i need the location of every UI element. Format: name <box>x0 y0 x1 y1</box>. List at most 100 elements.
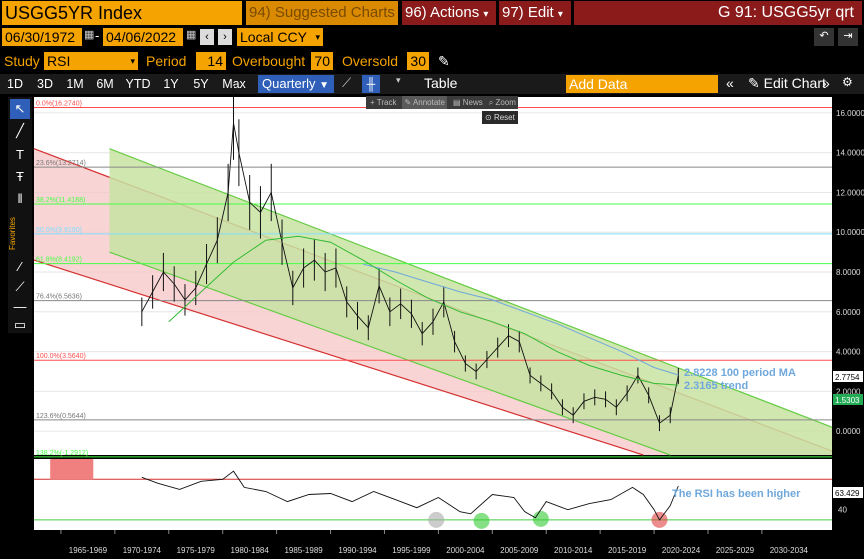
settings-icon[interactable]: ⚙ <box>842 75 853 89</box>
channel-icon[interactable]: ⁄ <box>18 259 22 274</box>
red-channel-lower <box>33 259 644 456</box>
overbought-input[interactable]: 70 <box>311 52 333 70</box>
next-arrow-icon[interactable]: › <box>218 29 232 45</box>
period-input[interactable]: 14 <box>196 52 226 70</box>
zoom-label: Zoom <box>495 98 516 107</box>
suggested-charts-button[interactable]: 94) Suggested Charts <box>246 1 398 25</box>
news-button[interactable]: ▤ News <box>452 98 483 107</box>
track-button[interactable]: + Track <box>370 98 397 107</box>
undo-icon[interactable]: ↶ <box>814 28 834 46</box>
text-tool-icon[interactable]: T <box>16 147 24 162</box>
x-tick-label: 2005-2009 <box>500 546 539 555</box>
end-date-input[interactable]: 04/06/2022 <box>103 28 183 46</box>
bar-chart-icon[interactable]: ╫ <box>362 75 380 93</box>
oversold-input[interactable]: 30 <box>407 52 429 70</box>
rsi-overbought-zone <box>50 459 94 480</box>
rsi-low-marker <box>532 510 549 527</box>
draw-line-icon[interactable]: ╱ <box>16 123 24 138</box>
zoom-button[interactable]: ⌕ Zoom <box>488 98 516 107</box>
green-channel-fill <box>109 148 832 455</box>
price-series-line <box>141 122 679 424</box>
line-chart-icon[interactable]: ⟋ <box>342 75 352 90</box>
actions-menu[interactable]: 96) Actions ▾ <box>402 1 496 25</box>
study-select[interactable]: RSI ▾ <box>44 52 138 70</box>
rsi-tick-label: 40 <box>838 506 847 515</box>
caret-down-icon[interactable]: ▾ <box>396 75 401 85</box>
x-tick-label: 2015-2019 <box>608 546 647 555</box>
x-tick-label: 1975-1979 <box>177 546 216 555</box>
add-data-input[interactable]: Add Data <box>566 75 718 93</box>
price-tick-label: 14.0000 <box>836 149 864 158</box>
fib-level-label: 123.6%(0.5644) <box>36 413 86 420</box>
reset-button[interactable]: ⊙ Reset <box>482 111 518 124</box>
collapse-icon[interactable]: « <box>726 75 734 91</box>
period-button-1m[interactable]: 1M <box>66 77 84 91</box>
price-tick-label: 2.0000 <box>836 387 861 396</box>
news-label: News <box>462 98 483 107</box>
trend-last-label: 1.5303 <box>835 396 860 405</box>
period-row: 1D 3D 1M 6M YTD 1Y 5Y Max Quarterly ▼ ⟋ ╫ ▾ Tab… <box>0 74 864 94</box>
start-date-input[interactable]: 06/30/1972 <box>2 28 82 46</box>
calendar-icon[interactable]: ▦ <box>84 29 95 41</box>
actions-label: 96) Actions <box>405 4 480 21</box>
date-separator: - <box>95 28 100 43</box>
period-button-1y[interactable]: 1Y <box>163 77 179 91</box>
x-tick-label: 2010-2014 <box>554 546 593 555</box>
date-row: 06/30/1972 ▦ - 04/06/2022 ▦ ‹ › Local CC… <box>0 28 864 46</box>
fib-level-label: 23.6%(13.2714) <box>36 160 86 167</box>
period-button-ytd[interactable]: YTD <box>125 77 151 91</box>
rsi-annotation: The RSI has been higher <box>672 488 801 500</box>
reset-label: Reset <box>493 113 515 122</box>
period-button-max[interactable]: Max <box>222 77 246 91</box>
fib-level-label: 100.0%(3.5640) <box>36 353 86 360</box>
fib-level-label: 38.2%(11.4188) <box>36 197 85 204</box>
currency-select[interactable]: Local CCY ▾ <box>237 28 323 46</box>
annotate-label: Annotate <box>412 98 445 107</box>
text-marker-icon[interactable]: Ŧ <box>16 169 24 184</box>
trend-annotation: 2.3165 trend <box>684 380 748 392</box>
fib-level-label: 76.4%(6.5636) <box>36 294 82 301</box>
rsi-value-box <box>833 487 863 498</box>
period-button-1d[interactable]: 1D <box>7 77 23 91</box>
rsi-value-label: 63.429 <box>835 489 860 498</box>
horizontal-line-icon[interactable]: — <box>13 299 27 314</box>
fib-level-label: 61.8%(8.4192) <box>36 257 82 264</box>
price-tick-label: 8.0000 <box>836 268 861 277</box>
ray-icon[interactable]: ⟋ <box>15 279 25 294</box>
x-tick-label: 2025-2029 <box>716 546 755 555</box>
prev-arrow-icon[interactable]: ‹ <box>200 29 214 45</box>
fib-level-label: 50.0%(9.9190) <box>36 227 82 234</box>
frequency-select[interactable]: Quarterly ▼ <box>258 75 334 93</box>
currency-label: Local CCY <box>240 29 307 45</box>
rectangle-icon[interactable]: ▭ <box>13 317 27 332</box>
fib-tool-icon[interactable]: ‖ <box>17 191 23 206</box>
price-last-label: 2.7754 <box>835 373 860 382</box>
caret-down-icon: ▼ <box>319 80 329 91</box>
redo-icon[interactable]: ⇥ <box>838 28 858 46</box>
expand-icon[interactable]: » <box>822 75 830 91</box>
overbought-label: Overbought <box>232 53 306 69</box>
annotate-button[interactable]: ✎ Annotate <box>402 96 447 109</box>
edit-menu[interactable]: 97) Edit ▾ <box>499 1 571 25</box>
pencil-icon[interactable]: ✎ <box>438 52 450 69</box>
favorites-tab[interactable]: Favorites <box>8 217 17 251</box>
trend-label-box <box>833 394 863 405</box>
trend-series-line <box>168 235 679 386</box>
overlay-toolbar: + Track ✎ Annotate ▤ News ⌕ Zoom <box>366 96 518 109</box>
edit-chart-button[interactable]: ✎ Edit Chart <box>748 75 826 91</box>
period-button-5y[interactable]: 5Y <box>193 77 209 91</box>
table-button[interactable]: Table <box>424 75 458 91</box>
price-tick-label: 12.0000 <box>836 188 864 197</box>
period-button-6m[interactable]: 6M <box>96 77 114 91</box>
pointer-icon[interactable]: ↖ <box>10 99 30 119</box>
calendar-icon[interactable]: ▦ <box>186 29 197 41</box>
fib-level-label: 0.0%(16.2740) <box>36 100 82 107</box>
price-tick-label: 0.0000 <box>836 427 861 436</box>
ticker-input[interactable]: USGG5YR Index <box>2 1 242 25</box>
study-value: RSI <box>47 53 71 69</box>
price-tick-label: 6.0000 <box>836 308 861 317</box>
rsi-low-marker <box>428 511 445 528</box>
green-channel-lower <box>109 251 671 456</box>
period-button-3d[interactable]: 3D <box>37 77 53 91</box>
